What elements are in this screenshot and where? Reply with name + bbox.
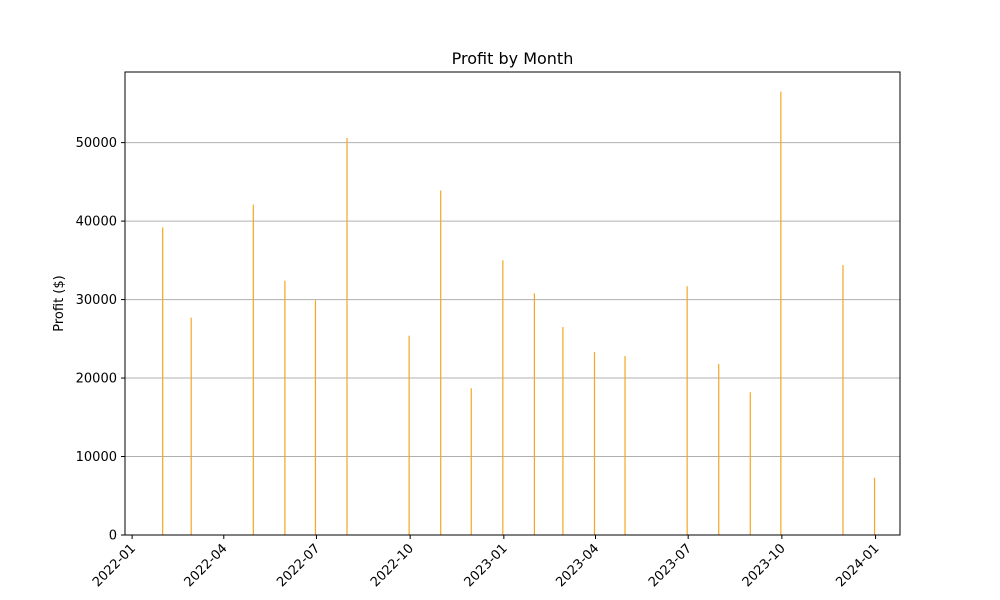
- bar: [470, 388, 472, 535]
- bar: [749, 392, 751, 535]
- bar: [252, 204, 254, 535]
- bar: [408, 335, 410, 535]
- y-tick-label: 50000: [76, 136, 117, 151]
- x-tick-label: 2022-01: [90, 541, 139, 590]
- y-tick-label: 0: [109, 529, 117, 544]
- x-tick-label: 2022-10: [368, 541, 417, 590]
- y-tick-label: 40000: [76, 215, 117, 230]
- y-tick-label: 10000: [76, 450, 117, 465]
- x-tick-label: 2023-10: [740, 541, 789, 590]
- bar: [873, 477, 876, 535]
- bar: [533, 293, 535, 535]
- chart-title: Profit by Month: [452, 49, 574, 68]
- x-tick-label: 2023-04: [553, 541, 602, 590]
- x-axis: 2022-01 2022-04 2022-07 2022-10 2023-01 2023-…: [90, 535, 882, 590]
- y-axis-label: Profit ($): [52, 275, 67, 331]
- bar: [162, 227, 164, 536]
- bar: [718, 363, 720, 535]
- x-tick-label: 2023-07: [646, 541, 695, 590]
- bars: [162, 91, 876, 536]
- bar: [562, 327, 564, 535]
- bar: [314, 300, 317, 535]
- plot-frame: [124, 71, 901, 536]
- bar: [284, 280, 286, 535]
- y-tick-label: 20000: [76, 372, 117, 387]
- bar: [346, 137, 348, 535]
- bar: [624, 356, 626, 535]
- x-tick-label: 2023-01: [462, 541, 511, 590]
- bar: [780, 91, 782, 535]
- bar: [502, 260, 504, 535]
- bar: [686, 286, 688, 535]
- x-tick-label: 2022-07: [274, 541, 323, 590]
- x-tick-label: 2022-04: [182, 541, 231, 590]
- bar: [440, 190, 442, 535]
- y-tick-label: 30000: [76, 293, 117, 308]
- bar: [842, 265, 844, 535]
- y-axis: 0 10000 20000 30000 40000 50000: [76, 136, 125, 544]
- bar: [593, 352, 596, 535]
- y-gridlines: [125, 142, 900, 458]
- x-tick-label: 2024-01: [833, 541, 882, 590]
- bar: [190, 317, 192, 535]
